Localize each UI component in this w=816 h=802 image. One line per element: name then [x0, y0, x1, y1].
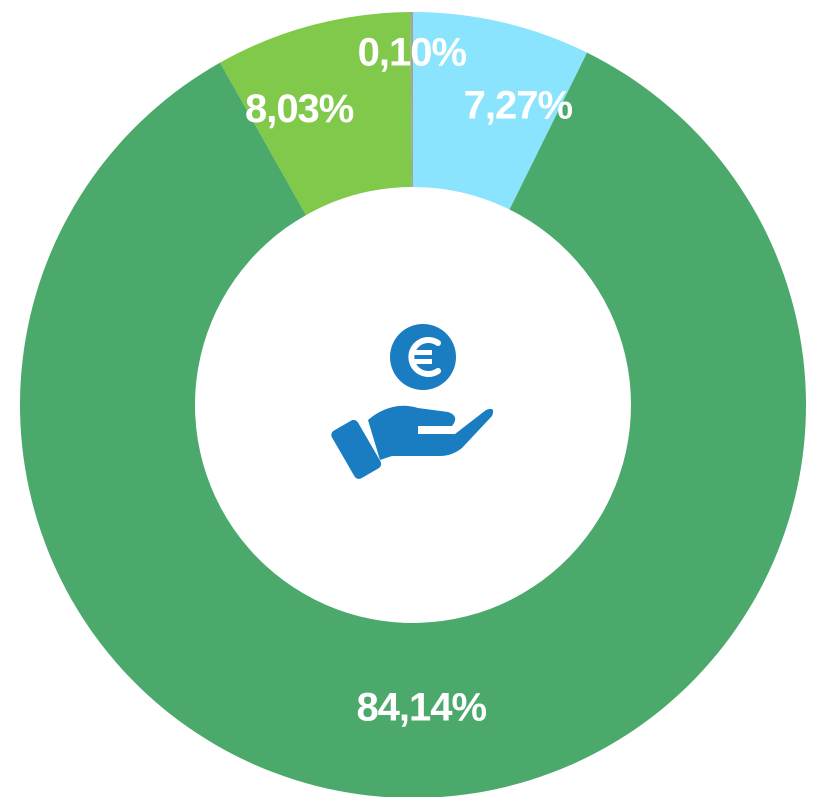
- data-label: 84,14%: [356, 685, 486, 729]
- labels: 7,27% 84,14% 8,03%0,10%: [245, 31, 574, 730]
- slices: [19, 12, 806, 798]
- data-label: 0,10%: [358, 31, 467, 75]
- slice: [410, 12, 413, 188]
- slice: [19, 52, 806, 798]
- slice: [413, 12, 588, 210]
- hand-euro-icon: [331, 324, 494, 479]
- slice: [220, 12, 412, 216]
- data-label: 7,27%: [464, 84, 573, 128]
- data-label: 8,03%: [245, 87, 354, 131]
